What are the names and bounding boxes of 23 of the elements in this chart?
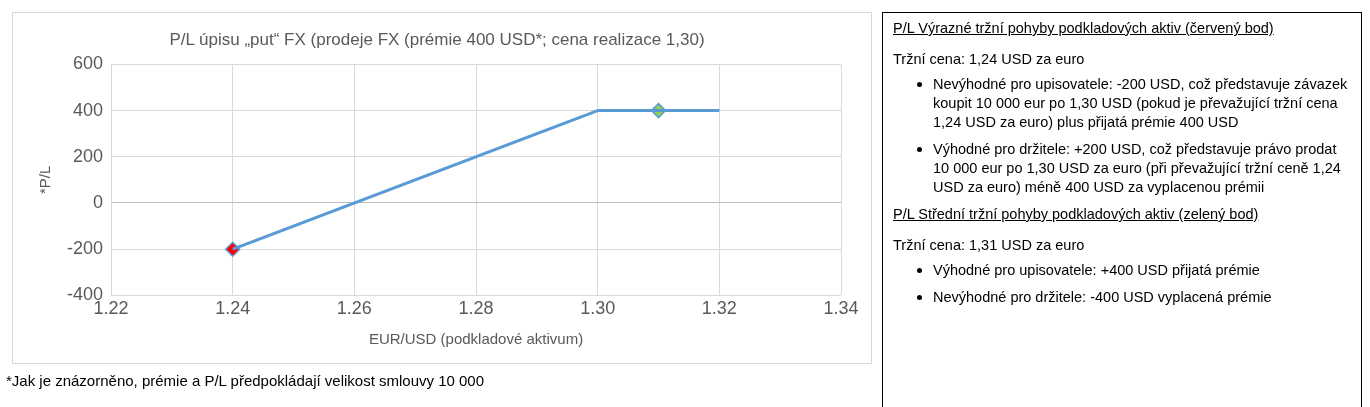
y-tick-label: 0	[93, 191, 104, 212]
y-axis-title: *P/L	[36, 165, 54, 195]
text: Tržní cena: 1,24 USD za euro	[893, 50, 1086, 69]
text: Výhodné pro upisovatele: +400 USD přijatá prémie	[933, 261, 1260, 280]
x-tick-label: 1.32	[701, 298, 737, 319]
text: Nevýhodné pro držitele: -400 USD vyplacená prémie	[933, 288, 1272, 307]
x-axis-title: EUR/USD (podkladové aktivum)	[368, 330, 584, 348]
text: *Jak je znázorněno, prémie a P/L předpokládají velikost smlouvy 10 000	[6, 372, 486, 389]
x-tick-label: 1.26	[336, 298, 372, 319]
y-tick-label: 600	[72, 53, 104, 74]
x-tick-label: 1.30	[580, 298, 616, 319]
chart-title: P/L úpisu „put“ FX (prodeje FX (prémie 400 USD*; cena realizace 1,30)	[169, 29, 705, 49]
y-tick-label: 400	[72, 99, 104, 120]
text: Tržní cena: 1,31 USD za euro	[893, 236, 1086, 255]
y-tick-label: -200	[67, 238, 104, 259]
x-tick-label: 1.34	[823, 298, 859, 319]
text: Nevýhodné pro upisovatele: -200 USD, což představuje závazek koupit 10 000 eur po 1,30 USD (pokud je převažující tržní cena 1,24 USD za euro) plus přijatá prémie 400 USD	[933, 75, 1349, 132]
text: Výhodné pro držitele: +200 USD, což představuje právo prodat 10 000 eur po 1,30 USD za euro (při převažující tržní ceně 1,24 USD za euro) méně 400 USD za vyplacenou prémii	[933, 140, 1342, 197]
text: P/L Výrazné tržní pohyby podkladových aktiv (červený bod)	[893, 19, 1275, 38]
text: P/L Střední tržní pohyby podkladových aktiv (zelený bod)	[893, 205, 1260, 224]
x-tick-label: 1.28	[458, 298, 494, 319]
y-tick-label: 200	[72, 145, 104, 166]
x-tick-label: 1.24	[215, 298, 251, 319]
